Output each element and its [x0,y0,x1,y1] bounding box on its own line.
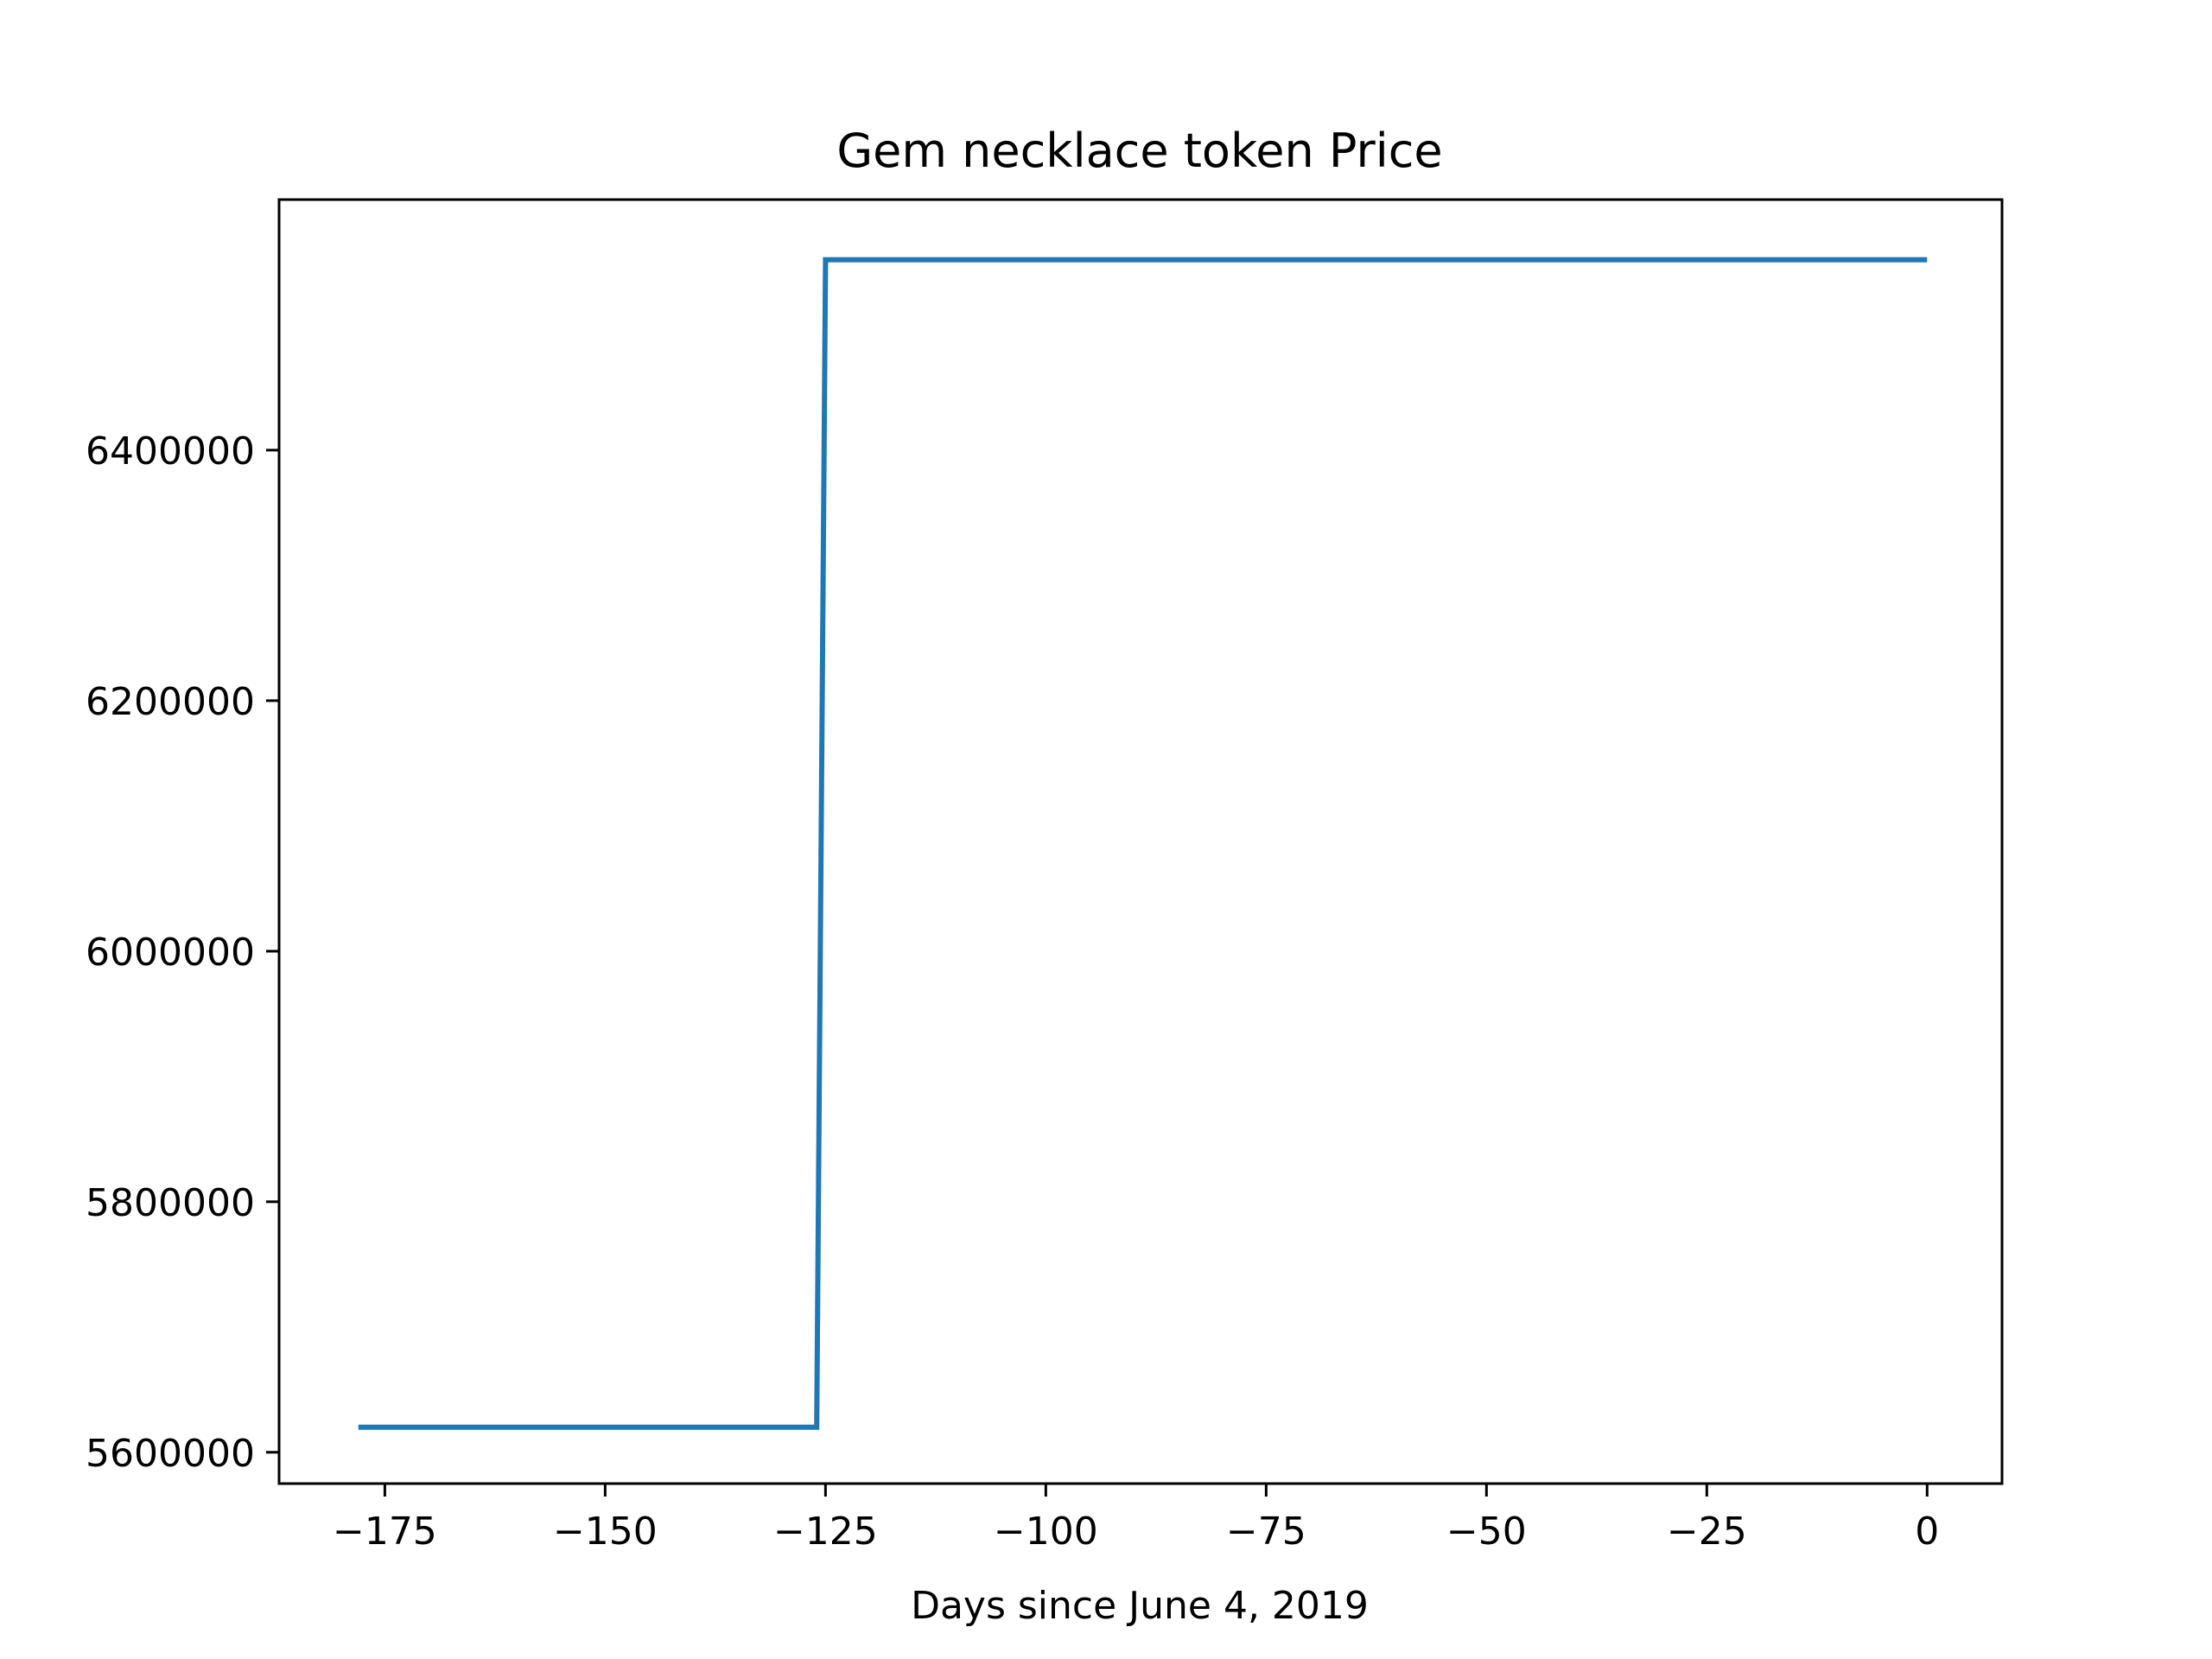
y-tick-label: 5800000 [86,1181,255,1225]
x-axis-ticks: −175 −150 −125 −100 −75 −50 −25 0 [333,1484,1939,1554]
x-axis-label: Days since June 4, 2019 [911,1584,1369,1628]
x-tick-label: −25 [1667,1510,1747,1554]
y-tick-label: 6000000 [86,931,255,975]
x-tick-label: −75 [1226,1510,1306,1554]
y-tick-label: 6400000 [86,429,255,474]
x-tick-label: −125 [773,1510,878,1554]
x-tick-label: −150 [553,1510,658,1554]
plot-frame [277,198,2004,1485]
y-tick-label: 5600000 [86,1432,255,1476]
x-tick-label: −50 [1446,1510,1527,1554]
x-tick-label: −100 [994,1510,1098,1554]
series-layer [358,257,1928,1430]
y-tick-label: 6200000 [86,680,255,724]
series-line [358,257,1928,1430]
x-tick-label: −175 [333,1510,437,1554]
x-tick-label: 0 [1915,1510,1939,1554]
y-axis-ticks: 5600000 5800000 6000000 6200000 6400000 [86,429,279,1476]
chart-title: Gem necklace token Price [836,124,1442,178]
